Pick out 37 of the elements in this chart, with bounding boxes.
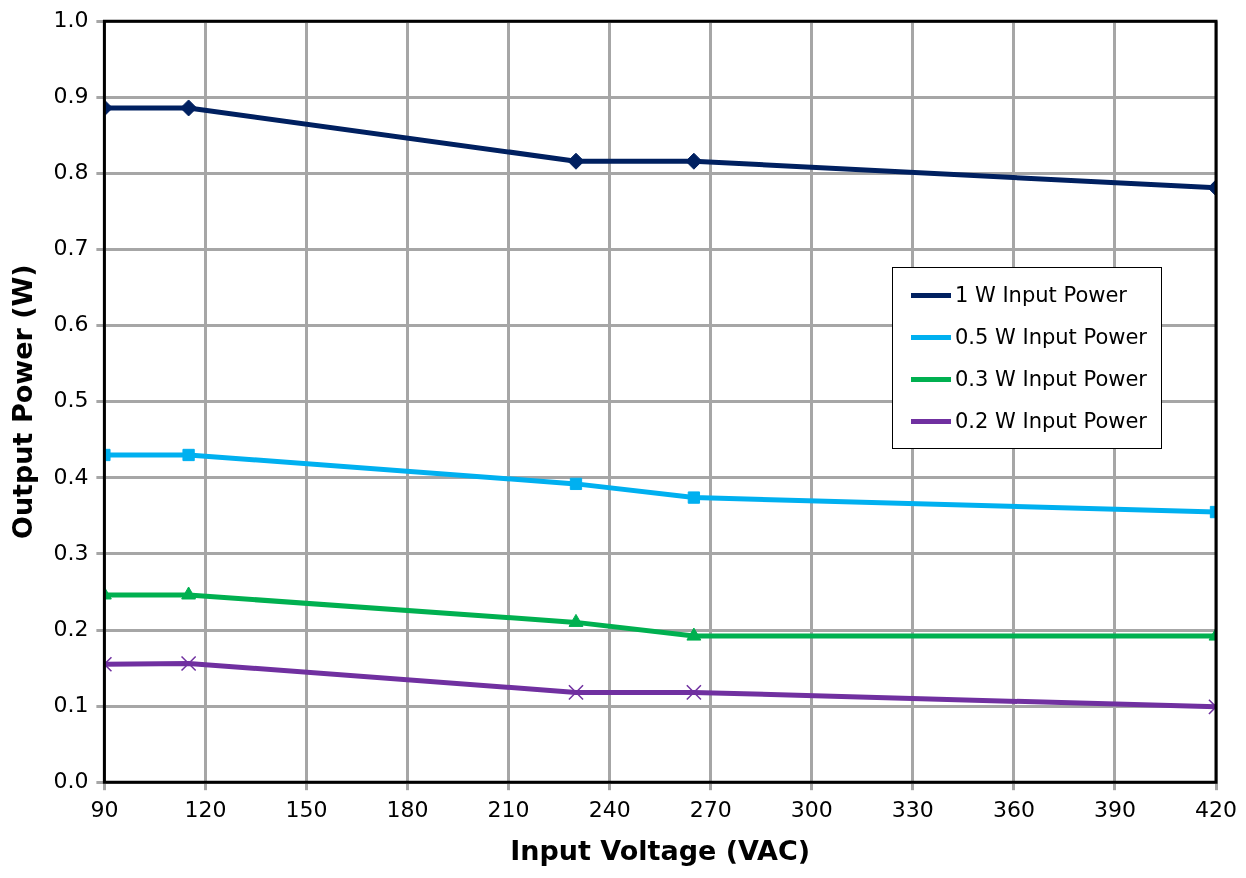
legend-label: 0.3 W Input Power — [954, 367, 1147, 391]
point — [687, 491, 701, 504]
point — [569, 477, 583, 491]
point — [568, 613, 584, 627]
legend-label: 0.2 W Input Power — [954, 409, 1147, 433]
x-tick-label: 180 — [386, 797, 429, 823]
x-tick-label: 330 — [891, 797, 934, 823]
y-tick-label: 0.9 — [53, 83, 89, 109]
y-tick-label: 0.6 — [53, 311, 89, 337]
x-axis-title: Input Voltage (VAC) — [510, 834, 811, 866]
x-tick-label: 270 — [689, 797, 732, 823]
legend-label: 1 W Input Power — [954, 283, 1127, 307]
x-tick-label: 210 — [487, 797, 530, 823]
x-tick-label: 300 — [790, 797, 833, 823]
x-tick-label: 120 — [184, 797, 227, 823]
y-tick-label: 0.1 — [53, 691, 89, 717]
x-tick-label: 360 — [992, 797, 1035, 823]
y-tick-label: 0.5 — [53, 387, 89, 413]
x-tick-label: 420 — [1195, 797, 1237, 823]
x-tick-label: 240 — [588, 797, 631, 823]
x-tick-label: 90 — [90, 797, 119, 823]
y-tick-label: 0.7 — [53, 235, 89, 261]
point — [567, 152, 585, 170]
y-axis-title: Output Power (W) — [7, 264, 39, 540]
legend-label: 0.5 W Input Power — [954, 325, 1147, 349]
point — [686, 627, 702, 641]
y-tick-label: 0.0 — [53, 767, 89, 793]
x-tick-label: 390 — [1093, 797, 1136, 823]
point — [686, 684, 702, 701]
point — [568, 684, 584, 701]
y-tick-label: 0.3 — [53, 539, 89, 565]
y-tick-label: 0.2 — [53, 615, 89, 641]
y-tick-label: 1.0 — [53, 6, 89, 32]
point — [685, 152, 703, 170]
y-tick-label: 0.4 — [53, 463, 89, 489]
y-tick-label: 0.8 — [53, 159, 89, 185]
x-tick-label: 150 — [285, 797, 328, 823]
